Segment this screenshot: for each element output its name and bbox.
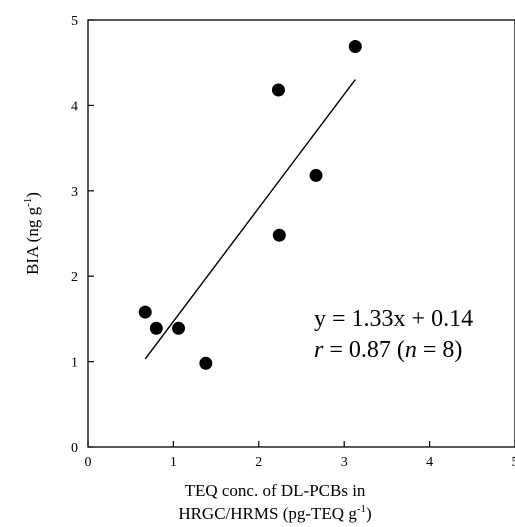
- x-tick-label: 1: [170, 455, 177, 470]
- x-tick-label: 0: [85, 455, 92, 470]
- x-axis-title-superscript: -1: [357, 503, 366, 515]
- data-point: [272, 228, 286, 242]
- correlation-annotation: r = 0.87 (n = 8): [314, 337, 462, 363]
- ticks: 0 1 2 3 4 5 0 1 2 3 4 5: [71, 14, 515, 470]
- y-tick-label: 0: [71, 441, 78, 456]
- y-axis-title-main: BIA (ng g: [23, 206, 42, 275]
- r-symbol: r: [314, 337, 324, 363]
- n-symbol: n: [405, 337, 417, 363]
- axes: [87, 19, 515, 448]
- x-tick-label: 3: [341, 455, 348, 470]
- regression-line: [144, 79, 356, 360]
- y-tick-label: 3: [71, 185, 78, 200]
- y-tick-label: 5: [71, 14, 78, 29]
- x-axis-title-line1: TEQ conc. of DL-PCBs in: [185, 481, 366, 500]
- x-axis-title-line2: HRGC/HRMS (pg-TEQ g-1): [178, 503, 371, 523]
- data-point: [199, 356, 213, 370]
- y-axis-title: BIA (ng g-1): [22, 192, 42, 275]
- r-value: = 0.87 (: [323, 337, 405, 363]
- data-point: [172, 321, 186, 335]
- y-axis-title-superscript: -1: [22, 198, 34, 207]
- data-point: [348, 39, 362, 53]
- x-axis-title-close: ): [366, 504, 372, 523]
- y-tick-label: 2: [71, 270, 78, 285]
- x-tick-label: 2: [255, 455, 262, 470]
- regression-line-group: [144, 79, 356, 360]
- n-value: = 8): [417, 337, 463, 363]
- regression-equation: y = 1.33x + 0.14: [314, 306, 473, 332]
- data-point: [309, 168, 323, 182]
- x-axis-title-line2-main: HRGC/HRMS (pg-TEQ g: [178, 504, 357, 523]
- x-tick-label: 5: [512, 455, 515, 470]
- y-axis-title-close: ): [23, 192, 42, 198]
- x-tick-label: 4: [426, 455, 433, 470]
- data-points: [138, 39, 362, 370]
- data-point: [138, 305, 152, 319]
- plot-area-frame: [87, 19, 515, 448]
- data-point: [149, 321, 163, 335]
- y-tick-label: 1: [71, 356, 78, 371]
- y-tick-label: 4: [71, 99, 78, 114]
- data-point: [271, 83, 285, 97]
